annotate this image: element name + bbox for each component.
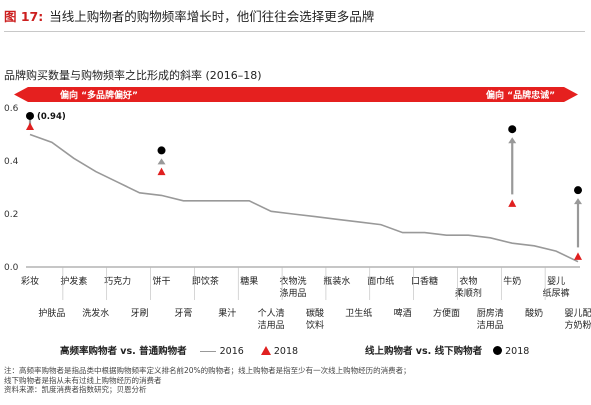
x-tick-label: 护肤品 bbox=[38, 307, 65, 319]
x-tick-label: 饮料 bbox=[306, 319, 324, 331]
x-tick-label: 即饮茶 bbox=[192, 275, 219, 287]
x-tick-label: 方奶粉 bbox=[564, 319, 591, 331]
legend-left: 高频率购物者 vs. 普通购物者 2016 2018 bbox=[60, 343, 298, 357]
y-tick-label: 0.6 bbox=[4, 104, 19, 114]
circle-marker-2018 bbox=[574, 186, 582, 195]
footnote-line: 注：高频率购物者是指品类中根据购物频率定义排名前20%的购物者；线上购物者是指至… bbox=[4, 366, 411, 375]
banner-right-text: 偏向 “品牌忠诚” bbox=[486, 89, 555, 101]
figure-title-text: 当线上购物者的购物频率增长时，他们往往会选择更多品牌 bbox=[49, 9, 375, 24]
x-tick-label: 衣物洗 bbox=[280, 275, 307, 287]
figure-label: 图 17: bbox=[4, 9, 44, 24]
legend-line-swatch bbox=[199, 351, 216, 352]
triangle-marker-2018 bbox=[508, 199, 517, 207]
x-tick-label: 纸尿裤 bbox=[543, 287, 570, 299]
change-arrow-head bbox=[157, 158, 166, 165]
x-tick-label: 口香糖 bbox=[411, 275, 438, 287]
x-tick-label: 瓶装水 bbox=[323, 275, 350, 287]
x-tick-label: 果汁 bbox=[218, 307, 236, 319]
x-tick-label: 个人清 bbox=[258, 307, 285, 319]
circle-marker-2018 bbox=[508, 125, 517, 134]
triangle-marker-2018 bbox=[574, 252, 582, 260]
footnote-line: 线下购物者是指从未有过线上购物经历的消费者 bbox=[4, 375, 162, 385]
circle-marker-2018 bbox=[157, 146, 166, 155]
x-tick-label: 涤用品 bbox=[280, 287, 307, 299]
x-tick-label: 面巾纸 bbox=[367, 275, 394, 287]
footnotes: 注：高频率购物者是指品类中根据购物频率定义排名前20%的购物者；线上购物者是指至… bbox=[4, 366, 411, 395]
x-tick-label: 彩妆 bbox=[21, 275, 39, 287]
legend-line-label: 2016 bbox=[219, 346, 244, 357]
x-tick-label: 酸奶 bbox=[525, 307, 543, 319]
legend-left-title: 高频率购物者 vs. 普通购物者 bbox=[60, 346, 187, 357]
change-arrow-head bbox=[574, 198, 582, 205]
x-tick-label: 牙刷 bbox=[131, 308, 149, 319]
title-divider bbox=[4, 31, 585, 32]
x-tick-label: 牛奶 bbox=[503, 275, 521, 287]
circle-marker-2018 bbox=[26, 111, 34, 120]
triangle-marker-2018 bbox=[157, 167, 166, 176]
x-tick-label: 厨房清 bbox=[477, 307, 504, 319]
legend-triangle-icon bbox=[260, 346, 271, 355]
y-tick-label: 0.0 bbox=[4, 263, 19, 273]
legend-triangle-label: 2018 bbox=[273, 346, 299, 357]
banner-arrow bbox=[14, 87, 578, 102]
chart-title: 品牌购买数量与购物频率之比形成的斜率 (2016–18) bbox=[4, 69, 262, 82]
x-tick-label: 糖果 bbox=[240, 275, 258, 287]
x-tick-label: 啤酒 bbox=[394, 307, 412, 319]
x-tick-label: 卫生纸 bbox=[345, 307, 372, 319]
x-tick-label: 饼干 bbox=[153, 275, 171, 287]
legend-right-title: 线上购物者 vs. 线下购物者 bbox=[365, 346, 483, 357]
x-tick-label: 洁用品 bbox=[477, 319, 504, 331]
legend-circle-label: 2018 bbox=[505, 346, 530, 357]
x-tick-label: 柔顺剂 bbox=[455, 287, 482, 299]
x-tick-label: 洁用品 bbox=[258, 319, 285, 331]
y-tick-label: 0.2 bbox=[4, 210, 18, 220]
x-tick-label: 婴儿配 bbox=[564, 308, 591, 319]
y-tick-label: 0.4 bbox=[4, 157, 19, 167]
legend-right: 线上购物者 vs. 线下购物者 2018 bbox=[365, 343, 529, 357]
legend-circle-icon bbox=[493, 346, 503, 355]
x-tick-label: 婴儿 bbox=[547, 276, 565, 287]
triangle-marker-2018 bbox=[26, 122, 34, 131]
banner-left-text: 偏向 “多品牌偏好” bbox=[60, 89, 138, 101]
x-tick-label: 方便面 bbox=[433, 307, 460, 319]
figure-title: 图 17: 当线上购物者的购物频率增长时，他们往往会选择更多品牌 bbox=[4, 6, 374, 25]
x-tick-label: 碳酸 bbox=[306, 307, 324, 319]
change-arrow-head bbox=[508, 137, 517, 144]
x-tick-label: 牙膏 bbox=[174, 307, 192, 319]
series-line-2016 bbox=[29, 133, 579, 263]
x-tick-label: 巧克力 bbox=[104, 275, 131, 287]
x-tick-label: 洗发水 bbox=[82, 307, 109, 319]
x-tick-label: 护发素 bbox=[60, 275, 87, 287]
data-annotation: (0.94) bbox=[37, 112, 66, 122]
footnote-line: 资料来源：凯度消费者指数研究；贝恩分析 bbox=[4, 385, 147, 395]
x-tick-label: 衣物 bbox=[459, 275, 477, 287]
